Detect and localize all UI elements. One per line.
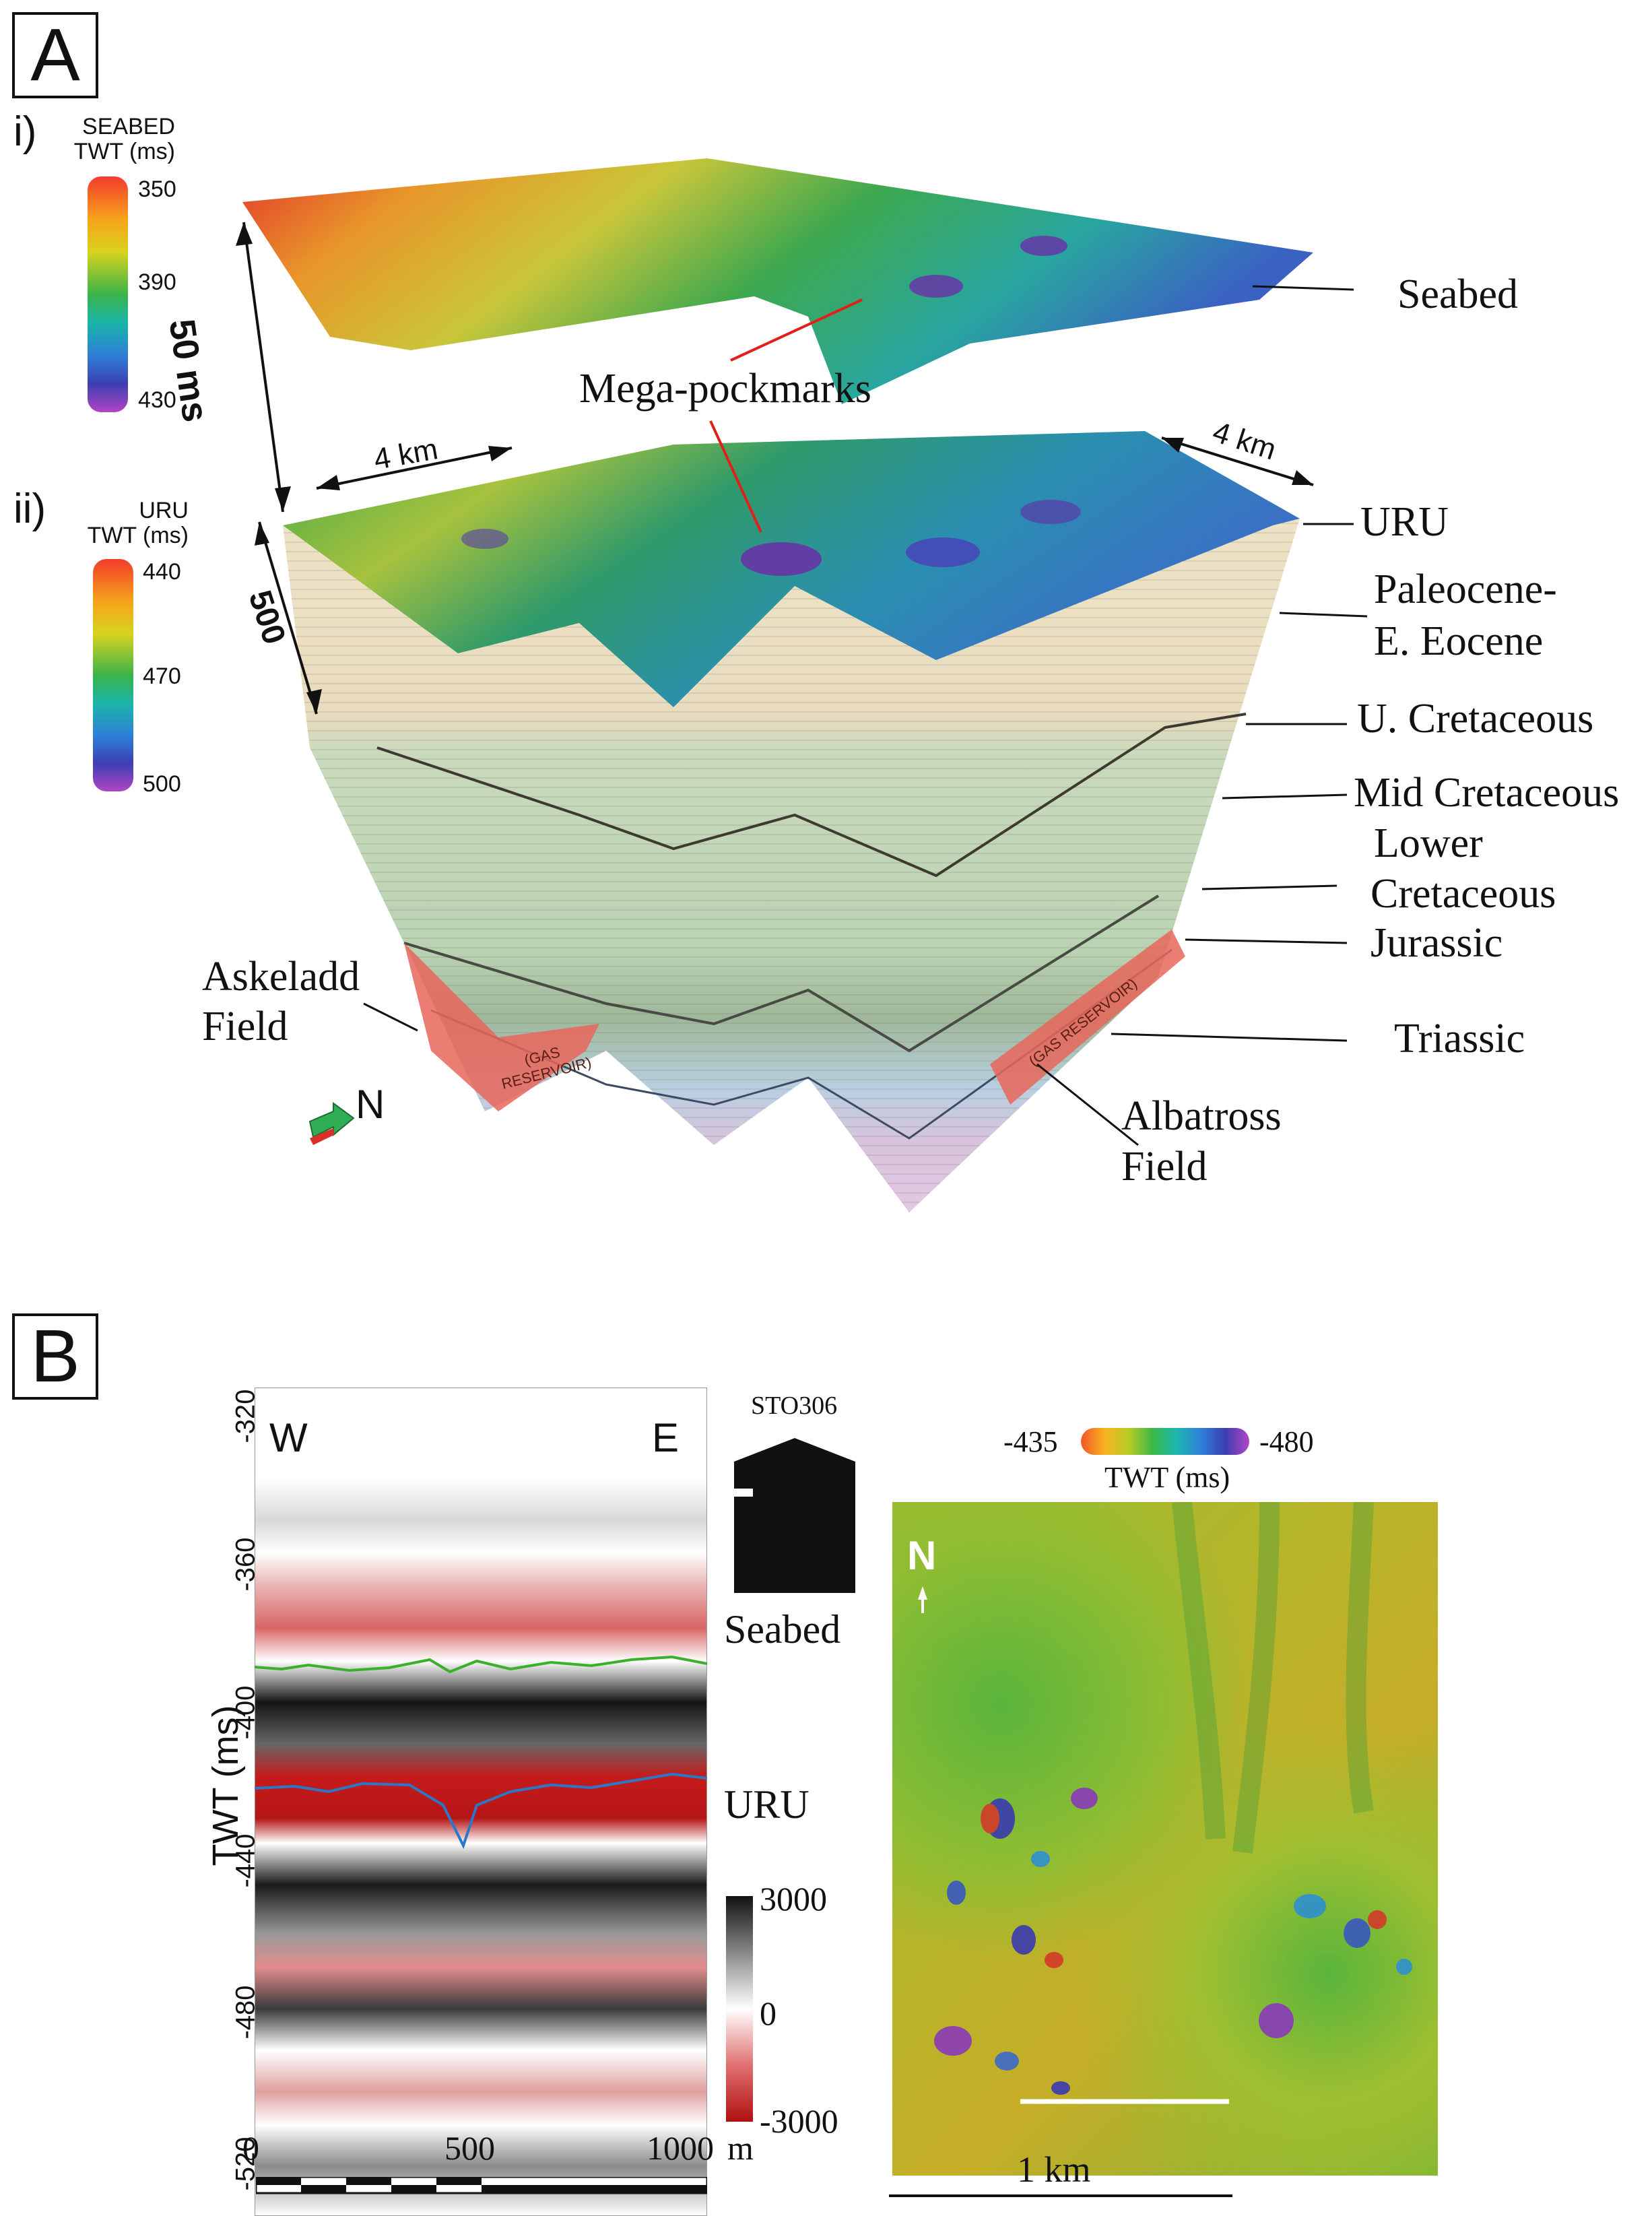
x-tick-1000: 1000 (647, 2129, 714, 2167)
albatross-label-1: Albatross (1121, 1093, 1282, 1139)
scale-50ms-arrow (242, 222, 284, 513)
uru-tick-440: 440 (143, 559, 181, 585)
scale-4km-left-arrow (316, 447, 513, 490)
amp-tick-0: 0 (760, 1994, 777, 2032)
scale-50ms-arrowhead-bottom (275, 486, 291, 512)
scale-4km-right-arrow (1161, 436, 1314, 486)
layer-label-jurassic: Jurassic (1370, 920, 1503, 966)
layer-label-u-cretaceous: U. Cretaceous (1357, 696, 1594, 742)
askeladd-label-1: Askeladd (202, 954, 360, 1000)
y-tick--320: -320 (230, 1389, 261, 1443)
uru-pockmark-2 (906, 537, 980, 567)
mega-pockmarks-label: Mega-pockmarks (579, 366, 871, 412)
layer-label-lower: Lower (1374, 820, 1483, 866)
seabed-colorbar-title-1: SEABED (82, 114, 175, 139)
seabed-surface (242, 158, 1313, 404)
scale-500-head-b (306, 689, 322, 714)
west-label: W (269, 1415, 308, 1460)
uru-pockmark-3 (1020, 500, 1081, 524)
uru-colorbar-title-1: URU (139, 498, 189, 523)
panel-a-letter: A (12, 12, 98, 98)
sto306-label: STO306 (751, 1392, 838, 1420)
seabed-horizon (255, 1655, 707, 1674)
scale-50ms-arrowhead-top (236, 222, 253, 246)
seabed-pockmark-1 (1020, 236, 1067, 256)
map-cbar-right: -480 (1259, 1425, 1314, 1458)
seabed-colorbar (88, 176, 128, 412)
layer-pointers (363, 285, 1368, 1146)
distance-scale-bar (256, 2177, 707, 2194)
uru-horizon (255, 1772, 707, 1850)
uru-tick-500: 500 (143, 771, 181, 797)
map-north-label: N (907, 1533, 937, 1578)
seabed-label-b: Seabed (724, 1607, 841, 1652)
scale-4km-right-head-a (1162, 438, 1184, 453)
seismic-section-svg (255, 1388, 707, 2216)
north-label: N (356, 1082, 385, 1127)
amp-tick-3000: 3000 (760, 1880, 827, 1918)
layer-label-triassic: Triassic (1394, 1016, 1525, 1062)
seabed-pockmark-2 (909, 275, 963, 298)
seabed-colorbar-title: SEABED TWT (ms) (54, 114, 175, 165)
map-scale-label: 1 km (1017, 2149, 1091, 2190)
layer-label-mid-cretaceous: Mid Cretaceous (1354, 770, 1620, 816)
map-north-arrow-icon (918, 1586, 927, 1600)
uru-map-svg (918, 1502, 1412, 2104)
scale-500-head-a (255, 522, 269, 546)
layer-label-uru: URU (1360, 499, 1449, 545)
seabed-tick-390: 390 (138, 269, 176, 295)
uru-pockmark-1 (741, 542, 822, 576)
layer-label-e-eocene: E. Eocene (1374, 618, 1544, 664)
albatross-label-2: Field (1121, 1144, 1208, 1190)
gas-reservoir-right (990, 930, 1185, 1105)
seismic-image (255, 1388, 707, 2216)
x-tick-0: 0 (242, 2129, 259, 2167)
uru-colorbar-title-2: TWT (ms) (87, 523, 189, 549)
north-arrow-icon (308, 1102, 355, 1138)
pockmark-pointer-seabed (730, 298, 863, 362)
map-colorbar (1081, 1428, 1249, 1455)
survey-outline-icon (734, 1438, 855, 1593)
east-label: E (652, 1415, 680, 1460)
horizon-u-cretaceous (376, 713, 1247, 878)
map-cbar-left: -435 (1003, 1425, 1058, 1458)
uru-label-b: URU (724, 1782, 810, 1827)
north-arrow-shadow (310, 1128, 334, 1145)
pockmark-pointer-uru (709, 420, 762, 533)
x-unit: m (727, 2129, 754, 2167)
seabed-tick-350: 350 (138, 176, 176, 202)
layer-label-cretaceous: Cretaceous (1370, 871, 1556, 917)
seabed-colorbar-title-2: TWT (ms) (73, 139, 175, 165)
y-tick--480: -480 (230, 1985, 261, 2040)
horizon-jurassic (430, 948, 1172, 1140)
scale-4km-left-head-b (488, 446, 512, 461)
uru-map: N (892, 1502, 1438, 2176)
amp-tick--3000: -3000 (760, 2102, 838, 2140)
map-scale-bar (889, 2194, 1232, 2197)
y-tick--440: -440 (230, 1833, 261, 1888)
layer-label-seabed: Seabed (1397, 271, 1519, 317)
block-diagram (236, 158, 1368, 1212)
uru-tick-470: 470 (143, 663, 181, 689)
uru-pockmark-4 (461, 529, 508, 549)
seismic-section: W E (255, 1388, 707, 2216)
scale-4km-right-head-b (1292, 470, 1313, 485)
subpanel-i-label: i) (13, 108, 37, 155)
x-tick-500: 500 (444, 2129, 495, 2167)
seabed-tick-430: 430 (138, 387, 176, 413)
subpanel-ii-label: ii) (13, 486, 46, 532)
map-cbar-title: TWT (ms) (1104, 1461, 1230, 1494)
horizon-lower-cretaceous (403, 894, 1160, 1053)
gas-reservoir-left (404, 943, 599, 1111)
askeladd-label-2: Field (202, 1004, 288, 1049)
layer-label-paleocene: Paleocene- (1374, 566, 1557, 612)
y-tick--360: -360 (230, 1537, 261, 1592)
uru-colorbar-title: URU TWT (ms) (54, 498, 189, 549)
panel-b-letter: B (12, 1313, 98, 1400)
amplitude-colorbar (726, 1896, 753, 2122)
scale-4km-left-head-a (317, 475, 340, 490)
scale-500-arrow (258, 521, 318, 715)
y-tick--400: -400 (230, 1685, 261, 1740)
uru-colorbar (93, 559, 133, 791)
